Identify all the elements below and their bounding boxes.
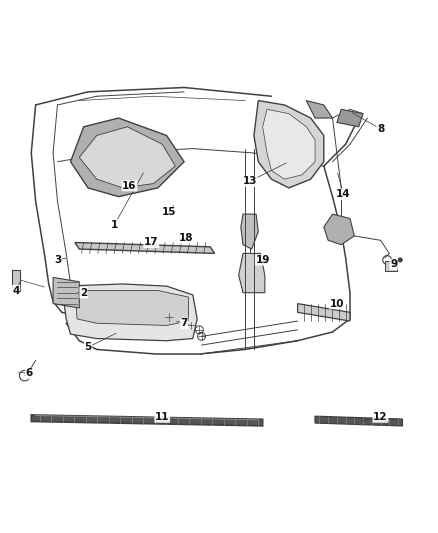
Text: 18: 18 <box>179 233 194 243</box>
Polygon shape <box>75 290 188 326</box>
Polygon shape <box>297 304 350 321</box>
Text: 19: 19 <box>255 255 270 265</box>
Polygon shape <box>254 101 324 188</box>
Text: 7: 7 <box>180 318 188 328</box>
Polygon shape <box>241 214 258 249</box>
Polygon shape <box>239 253 265 293</box>
Text: 16: 16 <box>122 181 137 191</box>
Text: 9: 9 <box>390 260 397 269</box>
Polygon shape <box>31 415 263 426</box>
Polygon shape <box>53 277 79 308</box>
Text: 5: 5 <box>85 342 92 352</box>
Polygon shape <box>62 284 197 341</box>
Text: 11: 11 <box>155 412 170 422</box>
Text: 8: 8 <box>377 124 384 134</box>
Text: 2: 2 <box>80 288 87 298</box>
Text: 14: 14 <box>336 189 351 199</box>
Text: 13: 13 <box>242 176 257 187</box>
Text: 6: 6 <box>25 368 33 378</box>
Polygon shape <box>263 109 315 179</box>
Polygon shape <box>79 127 175 188</box>
Text: 15: 15 <box>162 207 176 217</box>
Text: 10: 10 <box>330 298 344 309</box>
Polygon shape <box>75 243 215 253</box>
Text: 12: 12 <box>373 412 388 422</box>
Circle shape <box>398 258 403 262</box>
FancyBboxPatch shape <box>385 261 397 271</box>
Text: 4: 4 <box>12 286 20 295</box>
Text: 3: 3 <box>54 255 61 265</box>
Polygon shape <box>71 118 184 197</box>
Text: 17: 17 <box>144 238 159 247</box>
FancyBboxPatch shape <box>12 270 20 290</box>
Polygon shape <box>324 214 354 245</box>
Text: 1: 1 <box>110 220 118 230</box>
Polygon shape <box>306 101 332 118</box>
Polygon shape <box>337 109 363 127</box>
Polygon shape <box>315 416 403 426</box>
